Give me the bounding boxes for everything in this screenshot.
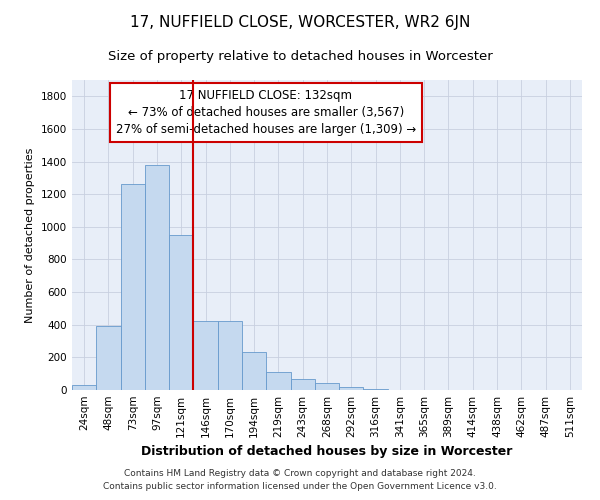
Bar	[266, 372, 290, 390]
Text: 17 NUFFIELD CLOSE: 132sqm
← 73% of detached houses are smaller (3,567)
27% of se: 17 NUFFIELD CLOSE: 132sqm ← 73% of detac…	[116, 90, 416, 136]
Text: Size of property relative to detached houses in Worcester: Size of property relative to detached ho…	[107, 50, 493, 63]
Bar	[290, 380, 315, 390]
Bar	[315, 383, 339, 390]
Text: 17, NUFFIELD CLOSE, WORCESTER, WR2 6JN: 17, NUFFIELD CLOSE, WORCESTER, WR2 6JN	[130, 15, 470, 30]
Bar	[72, 385, 96, 390]
Bar	[218, 320, 242, 390]
Text: Contains HM Land Registry data © Crown copyright and database right 2024.: Contains HM Land Registry data © Crown c…	[124, 468, 476, 477]
Text: Contains public sector information licensed under the Open Government Licence v3: Contains public sector information licen…	[103, 482, 497, 491]
Y-axis label: Number of detached properties: Number of detached properties	[25, 148, 35, 322]
Bar	[145, 165, 169, 390]
Bar	[339, 386, 364, 390]
Bar	[121, 184, 145, 390]
Bar	[169, 235, 193, 390]
X-axis label: Distribution of detached houses by size in Worcester: Distribution of detached houses by size …	[142, 446, 512, 458]
Bar	[364, 388, 388, 390]
Bar	[96, 326, 121, 390]
Bar	[193, 320, 218, 390]
Bar	[242, 352, 266, 390]
